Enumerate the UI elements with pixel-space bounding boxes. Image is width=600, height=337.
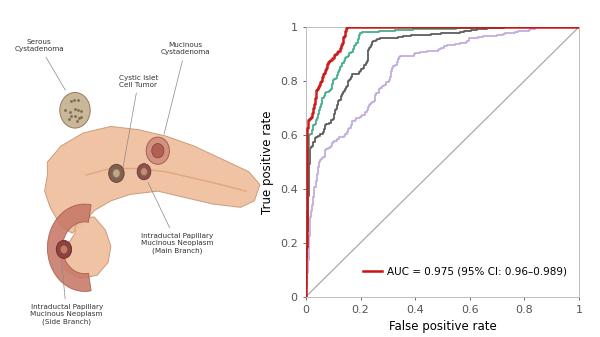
Circle shape [109, 164, 124, 182]
Text: Intraductal Papillary
Mucinous Neoplasm
(Side Branch): Intraductal Papillary Mucinous Neoplasm … [31, 261, 103, 325]
Circle shape [61, 245, 68, 253]
Polygon shape [61, 217, 111, 278]
Circle shape [137, 164, 151, 180]
Text: Serous
Cystadenoma: Serous Cystadenoma [14, 39, 65, 90]
Circle shape [152, 144, 164, 158]
Circle shape [56, 240, 71, 258]
Text: Mucinous
Cystadenoma: Mucinous Cystadenoma [161, 42, 210, 134]
Polygon shape [47, 204, 91, 292]
Circle shape [113, 169, 120, 178]
Circle shape [140, 168, 148, 176]
Polygon shape [44, 126, 260, 233]
Legend: AUC = 0.975 (95% CI: 0.96–0.989): AUC = 0.975 (95% CI: 0.96–0.989) [359, 262, 571, 281]
Text: Cystic Islet
Cell Tumor: Cystic Islet Cell Tumor [119, 74, 158, 171]
Text: Intraductal Papillary
Mucinous Neoplasm
(Main Branch): Intraductal Papillary Mucinous Neoplasm … [141, 182, 214, 254]
Circle shape [146, 137, 169, 164]
Y-axis label: True positive rate: True positive rate [262, 110, 274, 214]
Circle shape [60, 92, 90, 128]
X-axis label: False positive rate: False positive rate [389, 320, 496, 333]
